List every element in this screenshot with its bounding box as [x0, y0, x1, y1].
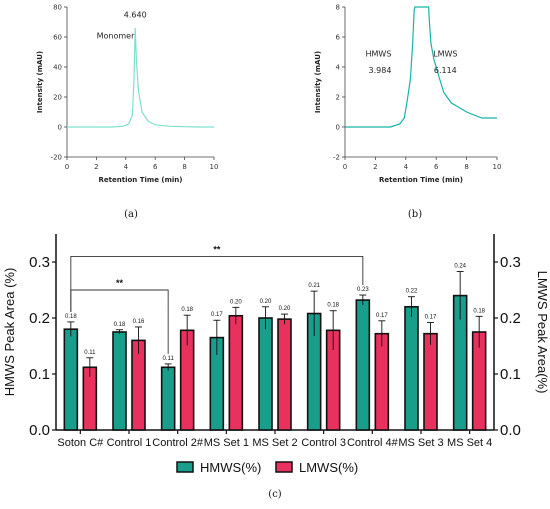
category-label: Control 1: [107, 437, 152, 449]
bar-value-label: 0.20: [260, 299, 272, 305]
bar-value-label: 0.11: [163, 356, 175, 362]
y-tick-label: 40: [53, 64, 62, 72]
bar-value-label: 0.18: [473, 308, 485, 314]
x-tick-label: 8: [182, 163, 186, 171]
category-label: MS Set 1: [204, 437, 249, 449]
significance-marker: **: [213, 244, 221, 254]
x-tick-label: 4: [124, 163, 129, 171]
right-y-tick-label: 0.1: [500, 366, 521, 383]
left-y-tick-label: 0.3: [29, 254, 50, 271]
bar-value-label: 0.18: [114, 322, 126, 328]
left-y-axis-label: HMWS Peak Area (%): [2, 268, 17, 397]
y-tick-label: 0: [336, 124, 340, 132]
x-tick-label: 8: [464, 163, 468, 171]
legend-swatch-hmws: [176, 461, 194, 473]
x-tick-label: 10: [210, 163, 219, 171]
category-label: MS Set 3: [398, 437, 443, 449]
bar-value-label: 0.16: [133, 319, 145, 325]
y-tick-label: -2: [333, 154, 340, 162]
peak-annotation: HMWS: [365, 50, 391, 59]
bar-value-label: 0.17: [376, 313, 388, 319]
panel-c-label: (c): [268, 489, 282, 500]
right-y-axis-label: LMWS Peak Area(%): [535, 271, 550, 394]
category-label: Control 4#: [347, 437, 399, 449]
x-tick-label: 2: [94, 163, 98, 171]
x-tick-label: 0: [343, 163, 347, 171]
x-axis-label: Retention Time (min): [379, 176, 463, 184]
bar-value-label: 0.21: [308, 283, 320, 289]
hmws-bar: [404, 305, 419, 431]
bar-value-label: 0.17: [425, 314, 437, 320]
y-tick-label: 6: [336, 34, 341, 42]
peak-annotation: LMWS: [433, 50, 457, 59]
lmws-bar: [423, 332, 438, 431]
chromatogram-trace: [67, 27, 214, 128]
chromatogram-trace: [345, 6, 497, 128]
bar-value-label: 0.18: [181, 307, 193, 313]
hmws-bar: [258, 317, 273, 431]
panel-a-label: (a): [124, 209, 138, 220]
panel-b-label: (b): [408, 209, 422, 220]
legend-label-hmws: HMWS(%): [200, 460, 261, 475]
y-tick-label: 0: [58, 124, 62, 132]
hmws-bar: [160, 366, 176, 431]
left-y-tick-label: 0.2: [29, 310, 50, 327]
peak-annotation: Monomer: [97, 32, 135, 41]
category-label: MS Set 4: [447, 437, 492, 449]
x-tick-label: 2: [373, 163, 377, 171]
x-tick-label: 4: [404, 163, 409, 171]
legend-swatch-lmws: [275, 461, 293, 473]
peak-annotation: 4.640: [124, 11, 147, 20]
left-y-tick-label: 0.0: [29, 422, 50, 439]
hmws-bar: [355, 299, 371, 431]
bar-value-label: 0.22: [406, 289, 418, 295]
right-y-tick-label: 0.0: [500, 422, 521, 439]
bar-value-label: 0.23: [357, 287, 369, 293]
category-label: MS Set 2: [252, 437, 297, 449]
peak-area-bar-chart: 0.0 0.0 0.1 0.1 0.2 0.2 0.3 0.3 HMWS Peak Area (…: [2, 234, 550, 449]
x-tick-label: 6: [153, 163, 158, 171]
bar-value-label: 0.18: [327, 303, 339, 309]
legend-label-lmws: LMWS(%): [299, 460, 358, 475]
category-label: Control 2#: [152, 437, 204, 449]
bar-value-label: 0.20: [230, 299, 242, 305]
hmws-bar: [112, 331, 127, 431]
y-axis-label: Intensity (mAU): [314, 51, 322, 113]
right-y-tick-label: 0.3: [500, 254, 521, 271]
bar-value-label: 0.11: [84, 350, 96, 356]
bar-value-label: 0.18: [65, 314, 77, 320]
legend: HMWS(%) LMWS(%): [176, 460, 358, 475]
y-tick-label: 4: [336, 64, 341, 72]
x-tick-label: 0: [65, 163, 69, 171]
category-label: Control 3: [301, 437, 346, 449]
significance-bracket: [70, 289, 169, 354]
category-label: Soton C#: [57, 437, 104, 449]
peak-annotation: 6.114: [434, 66, 457, 75]
lmws-bar: [277, 318, 292, 431]
y-tick-label: 8: [336, 4, 340, 12]
left-y-tick-label: 0.1: [29, 366, 50, 383]
lmws-bar: [374, 332, 390, 431]
hmws-bar: [63, 328, 79, 431]
significance-bracket: [70, 255, 364, 312]
bar-value-label: 0.24: [454, 264, 466, 270]
significance-marker: **: [116, 278, 124, 288]
y-axis-label: Intensity (mAU): [36, 51, 44, 113]
peak-annotation: 3.984: [369, 66, 392, 75]
right-y-tick-label: 0.2: [500, 310, 521, 327]
x-tick-label: 6: [434, 163, 439, 171]
x-tick-label: 10: [493, 163, 502, 171]
y-tick-label: 80: [53, 4, 62, 12]
y-tick-label: -20: [51, 154, 62, 162]
bar-value-label: 0.17: [211, 312, 223, 318]
y-tick-label: 20: [53, 94, 62, 102]
bar-value-label: 0.20: [279, 306, 291, 312]
x-axis-label: Retention Time (min): [99, 176, 183, 184]
y-tick-label: 60: [53, 34, 62, 42]
y-tick-label: 2: [336, 94, 340, 102]
lmws-bar: [228, 314, 244, 431]
